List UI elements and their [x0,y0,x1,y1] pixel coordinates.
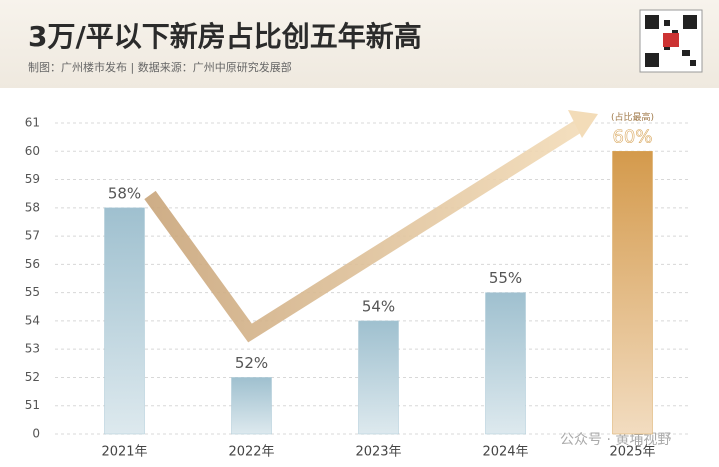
y-tick-label: 51 [25,398,40,412]
y-tick-label: 55 [25,285,40,299]
value-label: 60% [612,126,652,147]
header-bg [0,0,719,88]
bar [485,292,526,435]
x-tick-label: 2022年 [228,445,274,460]
y-tick-label: 60 [25,144,40,158]
y-tick-label: 59 [25,172,40,186]
watermark: 公众号 · 黄埔视野 [560,431,671,448]
y-tick-label: 61 [25,116,40,130]
arrow-head [568,110,598,138]
value-label: 54% [362,297,395,315]
x-tick-label: 2024年 [482,445,528,460]
y-tick-label: 0 [32,427,40,441]
annotation: (占比最高) [611,111,654,123]
bar [104,207,145,435]
y-tick-label: 58 [25,200,40,214]
chart-title: 3万/平以下新房占比创五年新高 [28,20,422,53]
bar [231,377,272,435]
trend-arrow [144,116,589,343]
value-label: 52% [235,354,268,372]
qr-code [639,9,703,73]
y-tick-label: 54 [25,313,40,327]
chart-subtitle: 制图：广州楼市发布 | 数据来源：广州中原研究发展部 [28,60,292,74]
x-tick-label: 2023年 [355,445,401,460]
value-label: 58% [108,184,141,202]
value-label: 55% [489,269,522,287]
bar [358,320,399,435]
y-tick-label: 53 [25,342,40,356]
y-tick-label: 57 [25,229,40,243]
bar [612,151,653,435]
x-tick-label: 2025年 [609,445,655,460]
y-tick-label: 56 [25,257,40,271]
y-tick-label: 52 [25,370,40,384]
x-tick-label: 2021年 [101,445,147,460]
